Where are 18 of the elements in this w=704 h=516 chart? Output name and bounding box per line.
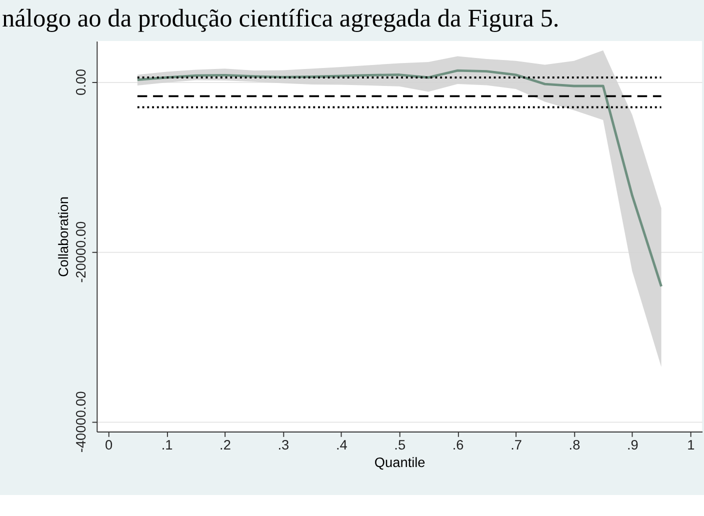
- x-tick-label: .5: [394, 438, 406, 453]
- x-tick-label: .7: [510, 438, 522, 453]
- x-tick-label: .8: [568, 438, 580, 453]
- y-tick-label: 0.00: [73, 68, 88, 96]
- x-tick-label: .4: [336, 438, 348, 453]
- x-axis-title: Quantile: [374, 455, 426, 470]
- y-axis-title: Collaboration: [56, 196, 71, 277]
- y-tick-label: -20000.00: [73, 220, 88, 283]
- x-tick-label: .1: [161, 438, 173, 453]
- x-tick-label: .3: [278, 438, 290, 453]
- x-tick-label: .2: [220, 438, 231, 453]
- x-tick-label: .9: [626, 438, 638, 453]
- text: nálogo ao da produção científica agregada da Figura 5.: [2, 4, 560, 32]
- x-tick-label: 1: [687, 438, 695, 453]
- x-tick-label: .6: [452, 438, 464, 453]
- y-tick-label: -40000.00: [73, 390, 88, 453]
- line-series: [136, 69, 663, 288]
- x-tick-label: 0: [104, 438, 113, 453]
